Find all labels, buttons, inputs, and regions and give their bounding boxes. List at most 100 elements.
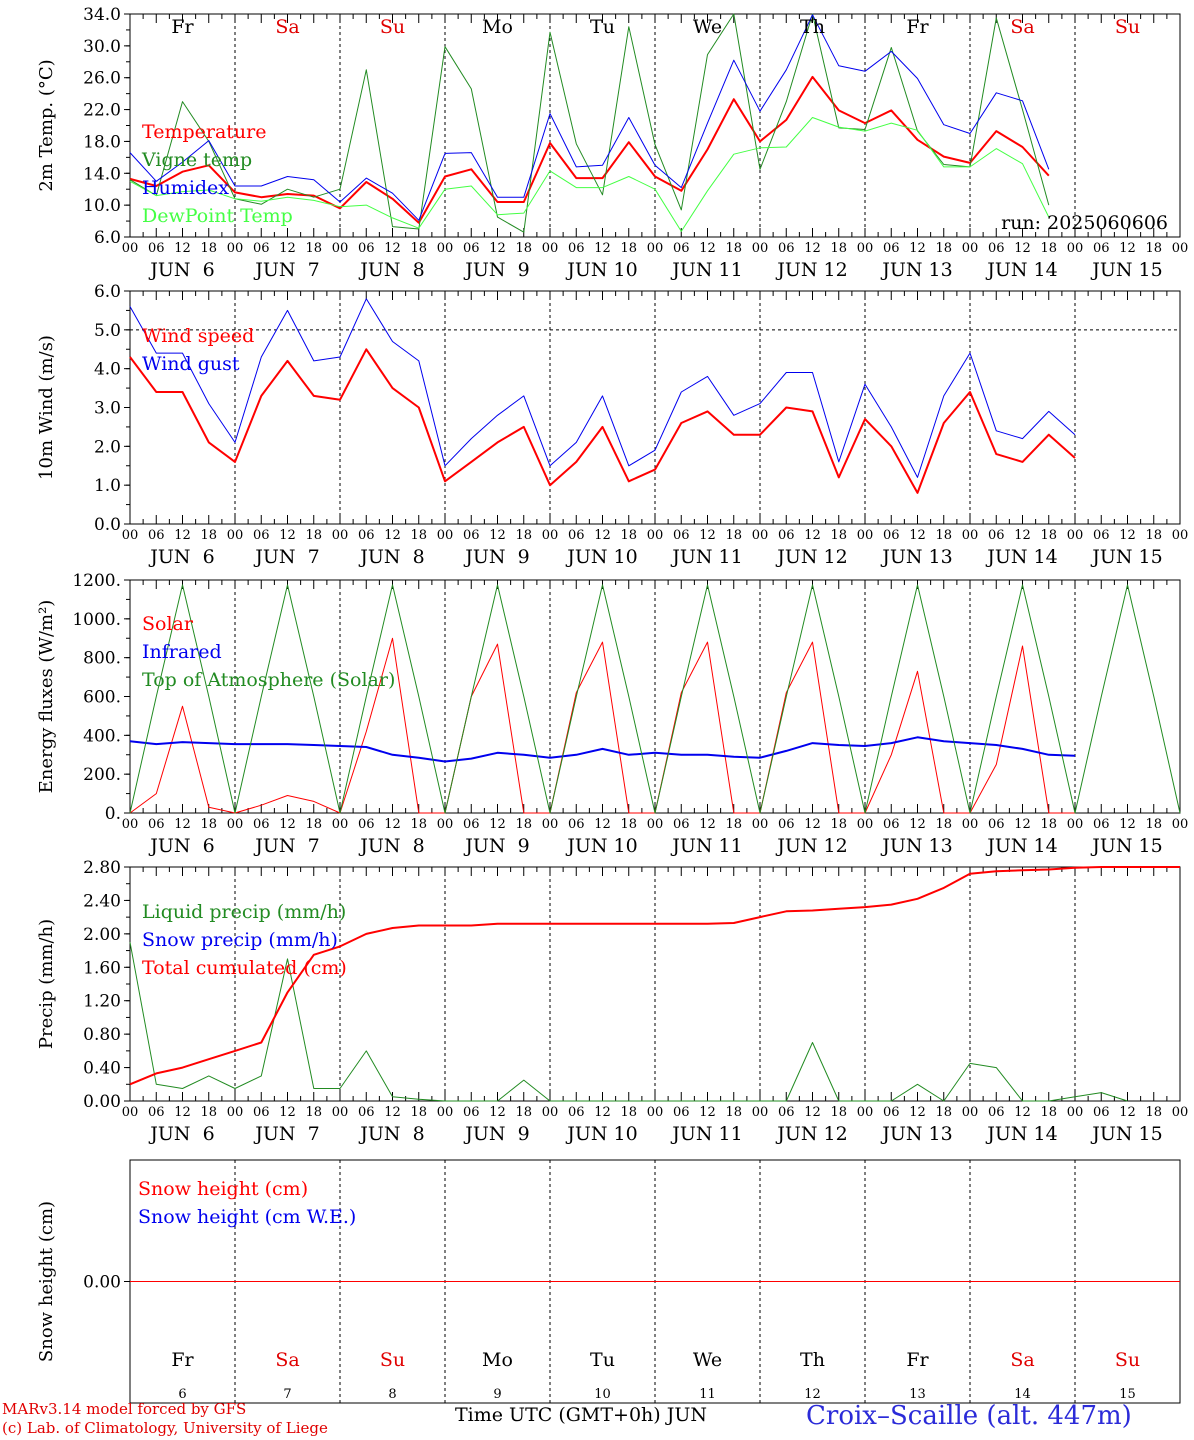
legend-entry: DewPoint Temp bbox=[142, 205, 293, 227]
hour-tick-label: 06 bbox=[673, 817, 690, 832]
hour-tick-label: 18 bbox=[620, 528, 637, 543]
hour-tick-label: 12 bbox=[699, 528, 716, 543]
hour-tick-label: 18 bbox=[410, 528, 427, 543]
panel-3: 00 06 12 18 00 06 12 18 00 06 12 18 00 06 12 18 00 06 12 18… bbox=[36, 571, 1188, 857]
hour-tick-label: 12 bbox=[279, 1105, 296, 1120]
y-tick-label: 6.0 bbox=[94, 228, 121, 248]
hour-tick-label: 00 bbox=[752, 241, 769, 256]
weekday-label: Su bbox=[1115, 16, 1140, 38]
y-tick-label: 0.0 bbox=[94, 515, 121, 535]
lab-credit: (c) Lab. of Climatology, University of L… bbox=[2, 1419, 328, 1437]
y-tick-label: 1200. bbox=[72, 571, 121, 591]
day-label: JUN 12 bbox=[775, 1123, 847, 1145]
day-label: JUN 15 bbox=[1090, 1123, 1162, 1145]
hour-tick-label: 00 bbox=[542, 817, 559, 832]
hour-tick-label: 00 bbox=[1067, 817, 1084, 832]
day-label: JUN 9 bbox=[463, 835, 529, 857]
series-line-vigne-temp bbox=[129, 13, 1050, 233]
hour-tick-label: 06 bbox=[778, 1105, 795, 1120]
day-number: 12 bbox=[804, 1387, 821, 1402]
y-tick-label: 0. bbox=[105, 804, 121, 824]
run-label: run: 2025060606 bbox=[1001, 212, 1168, 234]
day-number: 7 bbox=[283, 1387, 291, 1402]
day-label: JUN 10 bbox=[565, 1123, 637, 1145]
hour-tick-label: 12 bbox=[1119, 817, 1136, 832]
series-line-wind-gust bbox=[129, 298, 1076, 478]
hour-tick-label: 00 bbox=[227, 817, 244, 832]
hour-tick-label: 18 bbox=[410, 817, 427, 832]
hour-tick-label: 18 bbox=[305, 241, 322, 256]
hour-tick-label: 06 bbox=[358, 817, 375, 832]
day-label: JUN 9 bbox=[463, 1123, 529, 1145]
weekday-label: Th bbox=[800, 1349, 825, 1371]
y-tick-label: 1.20 bbox=[83, 992, 121, 1012]
day-number: 6 bbox=[178, 1387, 186, 1402]
hour-tick-label: 18 bbox=[1040, 241, 1057, 256]
y-tick-label: 14.0 bbox=[83, 164, 121, 184]
hour-tick-label: 18 bbox=[305, 817, 322, 832]
hour-tick-label: 00 bbox=[1172, 528, 1189, 543]
hour-tick-label: 00 bbox=[857, 817, 874, 832]
hour-tick-label: 00 bbox=[1067, 1105, 1084, 1120]
hour-tick-label: 06 bbox=[1093, 817, 1110, 832]
hour-tick-label: 18 bbox=[935, 241, 952, 256]
hour-tick-label: 06 bbox=[778, 528, 795, 543]
hour-tick-label: 18 bbox=[200, 817, 217, 832]
hour-tick-label: 00 bbox=[332, 1105, 349, 1120]
legend-entry: Snow precip (mm/h) bbox=[142, 929, 338, 951]
y-tick-label: 600. bbox=[83, 688, 121, 708]
hour-tick-label: 12 bbox=[489, 817, 506, 832]
weekday-label: Sa bbox=[275, 1349, 299, 1371]
hour-tick-label: 18 bbox=[515, 528, 532, 543]
hour-tick-label: 12 bbox=[594, 528, 611, 543]
weekday-label: Fr bbox=[906, 16, 929, 38]
weekday-label: We bbox=[693, 16, 722, 38]
day-label: JUN 10 bbox=[565, 546, 637, 568]
hour-tick-label: 18 bbox=[1145, 241, 1162, 256]
hour-tick-label: 18 bbox=[1145, 1105, 1162, 1120]
y-tick-label: 26.0 bbox=[83, 69, 121, 89]
hour-tick-label: 06 bbox=[778, 241, 795, 256]
hour-tick-label: 12 bbox=[279, 817, 296, 832]
hour-tick-label: 12 bbox=[909, 241, 926, 256]
day-number: 9 bbox=[493, 1387, 501, 1402]
hour-tick-label: 12 bbox=[909, 528, 926, 543]
hour-tick-label: 06 bbox=[1093, 528, 1110, 543]
series-line-wind-speed bbox=[129, 348, 1076, 494]
day-number: 10 bbox=[594, 1387, 611, 1402]
station-name: Croix–Scaille (alt. 447m) bbox=[806, 1401, 1132, 1431]
hour-tick-label: 12 bbox=[804, 241, 821, 256]
y-tick-label: 0.80 bbox=[83, 1025, 121, 1045]
hour-tick-label: 00 bbox=[437, 241, 454, 256]
hour-tick-label: 12 bbox=[1014, 817, 1031, 832]
day-label: JUN 8 bbox=[358, 259, 424, 281]
legend-entry: Humidex bbox=[142, 177, 229, 199]
y-axis-label: Energy fluxes (W/m²) bbox=[36, 600, 57, 794]
day-label: JUN 15 bbox=[1090, 546, 1162, 568]
hour-tick-label: 06 bbox=[988, 817, 1005, 832]
day-number: 11 bbox=[699, 1387, 716, 1402]
hour-tick-label: 00 bbox=[437, 1105, 454, 1120]
day-label: JUN 14 bbox=[985, 835, 1057, 857]
y-tick-label: 2.00 bbox=[83, 925, 121, 945]
hour-tick-label: 00 bbox=[332, 241, 349, 256]
hour-tick-label: 06 bbox=[883, 817, 900, 832]
y-axis-label: Snow height (cm) bbox=[36, 1201, 57, 1362]
legend-entry: Liquid precip (mm/h) bbox=[142, 901, 346, 923]
weekday-label: Su bbox=[1115, 1349, 1140, 1371]
day-label: JUN 6 bbox=[148, 835, 214, 857]
weekday-label: Fr bbox=[171, 16, 194, 38]
hour-tick-label: 18 bbox=[200, 241, 217, 256]
hour-tick-label: 00 bbox=[1172, 241, 1189, 256]
y-axis-label: Precip (mm/h) bbox=[36, 919, 57, 1049]
day-label: JUN 15 bbox=[1090, 835, 1162, 857]
hour-tick-label: 06 bbox=[1093, 241, 1110, 256]
hour-tick-label: 12 bbox=[279, 528, 296, 543]
hour-tick-label: 12 bbox=[174, 241, 191, 256]
series-line-dewpoint-temp bbox=[129, 117, 1050, 232]
day-label: JUN 8 bbox=[358, 1123, 424, 1145]
hour-tick-label: 00 bbox=[1172, 817, 1189, 832]
hour-tick-label: 12 bbox=[489, 528, 506, 543]
weekday-label: Fr bbox=[171, 1349, 194, 1371]
hour-tick-label: 18 bbox=[515, 1105, 532, 1120]
